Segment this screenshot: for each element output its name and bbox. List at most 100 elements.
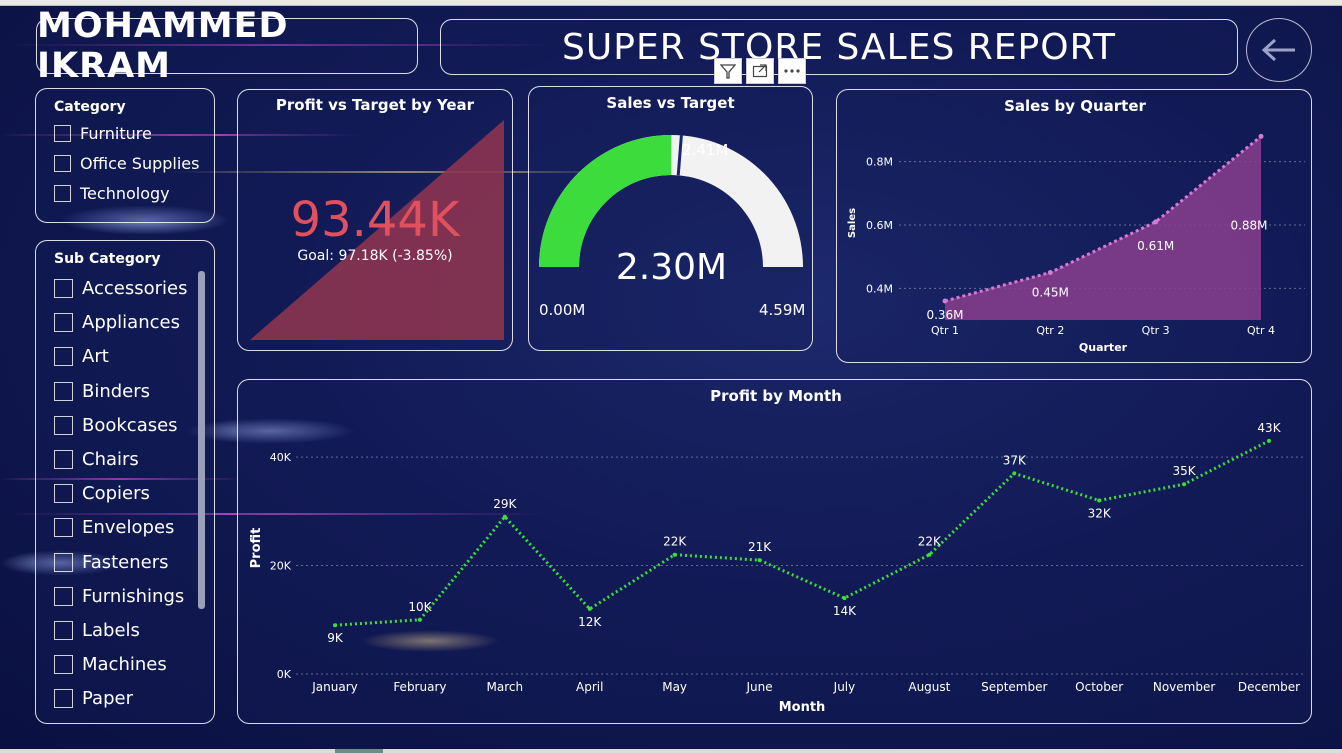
checkbox[interactable] <box>54 347 73 367</box>
kpi-trend-area <box>250 120 504 340</box>
x-tick-label: January <box>311 680 358 694</box>
area-fill <box>945 136 1261 320</box>
series-line <box>334 439 1270 627</box>
decor-streak <box>10 513 540 515</box>
category-option-office-supplies[interactable]: Office Supplies <box>54 154 199 173</box>
checkbox[interactable] <box>54 381 73 401</box>
y-tick-label: 0.4M <box>866 282 893 295</box>
data-point <box>1182 482 1187 487</box>
author-name-banner: MOHAMMED IKRAM <box>36 6 418 86</box>
subcategory-option[interactable]: Envelopes <box>54 517 174 538</box>
data-label: 37K <box>1003 453 1027 467</box>
x-axis-title: Quarter <box>1079 341 1128 354</box>
subcategory-option[interactable]: Appliances <box>54 312 180 333</box>
checkbox[interactable] <box>54 415 73 435</box>
page-tab[interactable] <box>335 749 383 753</box>
category-option-label: Office Supplies <box>80 154 200 173</box>
data-label: 32K <box>1088 506 1112 520</box>
x-tick-label: April <box>576 680 603 694</box>
category-option-furniture[interactable]: Furniture <box>54 124 152 143</box>
x-tick-label: December <box>1238 680 1300 694</box>
subcategory-option[interactable]: Machines <box>54 654 167 675</box>
focus-mode-button[interactable] <box>746 58 774 84</box>
data-point <box>1097 498 1102 503</box>
data-label: 21K <box>748 540 772 554</box>
subcategory-option-label: Appliances <box>82 312 180 334</box>
decor-glow <box>360 630 500 652</box>
category-slicer: Category Furniture Office Supplies Techn… <box>35 88 215 223</box>
arrow-left-icon <box>1261 38 1295 62</box>
subcategory-option[interactable]: Bookcases <box>54 415 178 436</box>
kpi-card[interactable]: Profit vs Target by Year 93.44K Goal: 97… <box>237 89 513 351</box>
data-label: 43K <box>1257 421 1281 435</box>
slicer-scrollbar[interactable] <box>198 271 205 609</box>
decor-streak <box>0 134 360 136</box>
sales-by-quarter-card[interactable]: Sales by Quarter 0.4M 0.6M 0.8M 0.36M Qtr 1 0.… <box>836 89 1312 363</box>
subcategory-option[interactable]: Accessories <box>54 278 188 299</box>
subcategory-option[interactable]: Labels <box>54 620 140 641</box>
subcategory-option[interactable]: Paper <box>54 688 133 709</box>
subcategory-option-label: Envelopes <box>82 517 175 539</box>
filter-icon <box>720 64 736 79</box>
data-label: 0.61M <box>1137 239 1174 253</box>
subcategory-option-label: Chairs <box>82 449 139 470</box>
data-label: 14K <box>833 604 857 618</box>
gauge-card[interactable]: Sales vs Target 2.41M 2.30M 0.00M 4.59M <box>528 86 813 351</box>
kpi-value: 93.44K <box>290 192 460 248</box>
subcategory-slicer-title: Sub Category <box>54 251 161 267</box>
data-point <box>757 558 762 563</box>
subcategory-option-label: Accessories <box>82 278 188 299</box>
subcategory-option-label: Art <box>82 346 109 368</box>
checkbox[interactable] <box>54 689 73 709</box>
checkbox[interactable] <box>54 655 73 675</box>
checkbox[interactable] <box>54 621 73 640</box>
category-slicer-title: Category <box>54 99 126 115</box>
subcategory-option[interactable]: Chairs <box>54 449 139 470</box>
checkbox[interactable] <box>54 484 73 504</box>
subcategory-option[interactable]: Art <box>54 346 109 367</box>
gauge-max-label: 4.59M <box>759 301 806 319</box>
subcategory-option[interactable]: Fasteners <box>54 552 169 573</box>
category-option-label: Furniture <box>80 124 152 143</box>
data-point <box>333 623 337 628</box>
filter-button[interactable] <box>714 58 742 84</box>
y-tick-label: 0.8M <box>866 156 893 169</box>
category-option-technology[interactable]: Technology <box>54 184 170 203</box>
checkbox[interactable] <box>54 313 73 333</box>
data-point <box>672 552 677 557</box>
x-tick-label: Qtr 2 <box>1036 324 1064 337</box>
subcategory-option-label: Machines <box>82 654 167 676</box>
subcategory-option[interactable]: Furnishings <box>54 586 184 607</box>
x-tick-label: October <box>1075 680 1123 694</box>
checkbox[interactable] <box>54 185 71 202</box>
decor-streak <box>10 44 550 46</box>
data-label: 0.88M <box>1230 218 1267 232</box>
back-button[interactable] <box>1246 18 1312 82</box>
checkbox[interactable] <box>54 450 73 469</box>
subcategory-option[interactable]: Copiers <box>54 483 150 504</box>
chart-title: Profit by Month <box>710 387 842 405</box>
subcategory-option-label: Binders <box>82 380 151 402</box>
data-label: 35K <box>1173 464 1197 478</box>
checkbox[interactable] <box>54 552 73 572</box>
checkbox[interactable] <box>54 518 73 538</box>
subcategory-option-label: Copiers <box>82 483 150 505</box>
subcategory-option[interactable]: Binders <box>54 381 150 402</box>
data-label: 9K <box>327 631 344 645</box>
checkbox[interactable] <box>54 155 71 172</box>
checkbox[interactable] <box>54 586 73 606</box>
checkbox[interactable] <box>54 279 73 298</box>
data-label: 10K <box>408 600 432 614</box>
x-tick-label: March <box>487 680 524 694</box>
x-tick-label: September <box>981 680 1047 694</box>
gauge-fill <box>539 135 672 267</box>
data-point <box>417 617 422 622</box>
x-tick-label: August <box>908 680 950 694</box>
profit-by-month-card[interactable]: Profit by Month 0K 20K 40K 9K January 10K Febru… <box>237 379 1312 724</box>
more-options-button[interactable] <box>778 58 806 84</box>
visual-header <box>714 58 806 84</box>
data-point <box>1267 438 1271 443</box>
checkbox[interactable] <box>54 125 71 142</box>
decor-glow <box>0 550 120 576</box>
gauge-title: Sales vs Target <box>606 94 735 112</box>
